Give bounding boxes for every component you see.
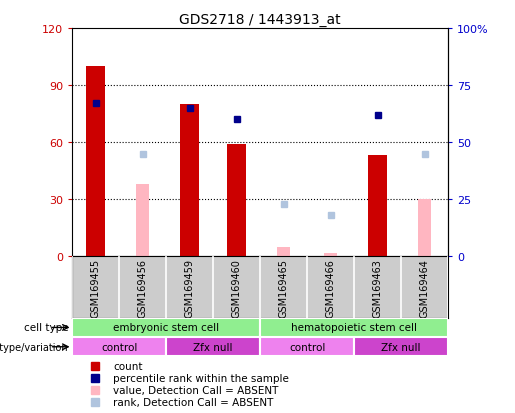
Bar	[324, 253, 337, 257]
Text: Zfx null: Zfx null	[381, 342, 421, 352]
Text: GSM169464: GSM169464	[420, 259, 430, 317]
Text: cell type: cell type	[24, 323, 68, 332]
Text: percentile rank within the sample: percentile rank within the sample	[113, 373, 289, 383]
Text: GSM169455: GSM169455	[91, 259, 100, 318]
Text: count: count	[113, 361, 143, 371]
Text: GSM169459: GSM169459	[184, 259, 195, 317]
Text: Zfx null: Zfx null	[193, 342, 233, 352]
Bar	[260, 338, 354, 356]
Bar	[277, 247, 290, 257]
Bar	[418, 200, 431, 257]
Text: rank, Detection Call = ABSENT: rank, Detection Call = ABSENT	[113, 397, 274, 407]
Text: control: control	[289, 342, 325, 352]
Text: hematopoietic stem cell: hematopoietic stem cell	[291, 323, 417, 332]
Text: value, Detection Call = ABSENT: value, Detection Call = ABSENT	[113, 385, 279, 395]
Text: genotype/variation: genotype/variation	[0, 342, 68, 352]
Bar	[180, 105, 199, 257]
Bar	[260, 318, 448, 337]
Text: control: control	[101, 342, 138, 352]
Bar	[227, 145, 246, 257]
Bar	[86, 67, 105, 257]
Text: embryonic stem cell: embryonic stem cell	[113, 323, 219, 332]
Bar	[72, 318, 260, 337]
Title: GDS2718 / 1443913_at: GDS2718 / 1443913_at	[179, 12, 341, 26]
Text: GSM169463: GSM169463	[372, 259, 383, 317]
Text: GSM169460: GSM169460	[232, 259, 242, 317]
Text: GSM169456: GSM169456	[138, 259, 148, 317]
Bar	[368, 156, 387, 257]
Text: GSM169466: GSM169466	[325, 259, 336, 317]
Bar	[136, 185, 149, 257]
Bar	[354, 338, 448, 356]
Bar	[166, 338, 260, 356]
Text: GSM169465: GSM169465	[279, 259, 288, 317]
Bar	[72, 338, 166, 356]
